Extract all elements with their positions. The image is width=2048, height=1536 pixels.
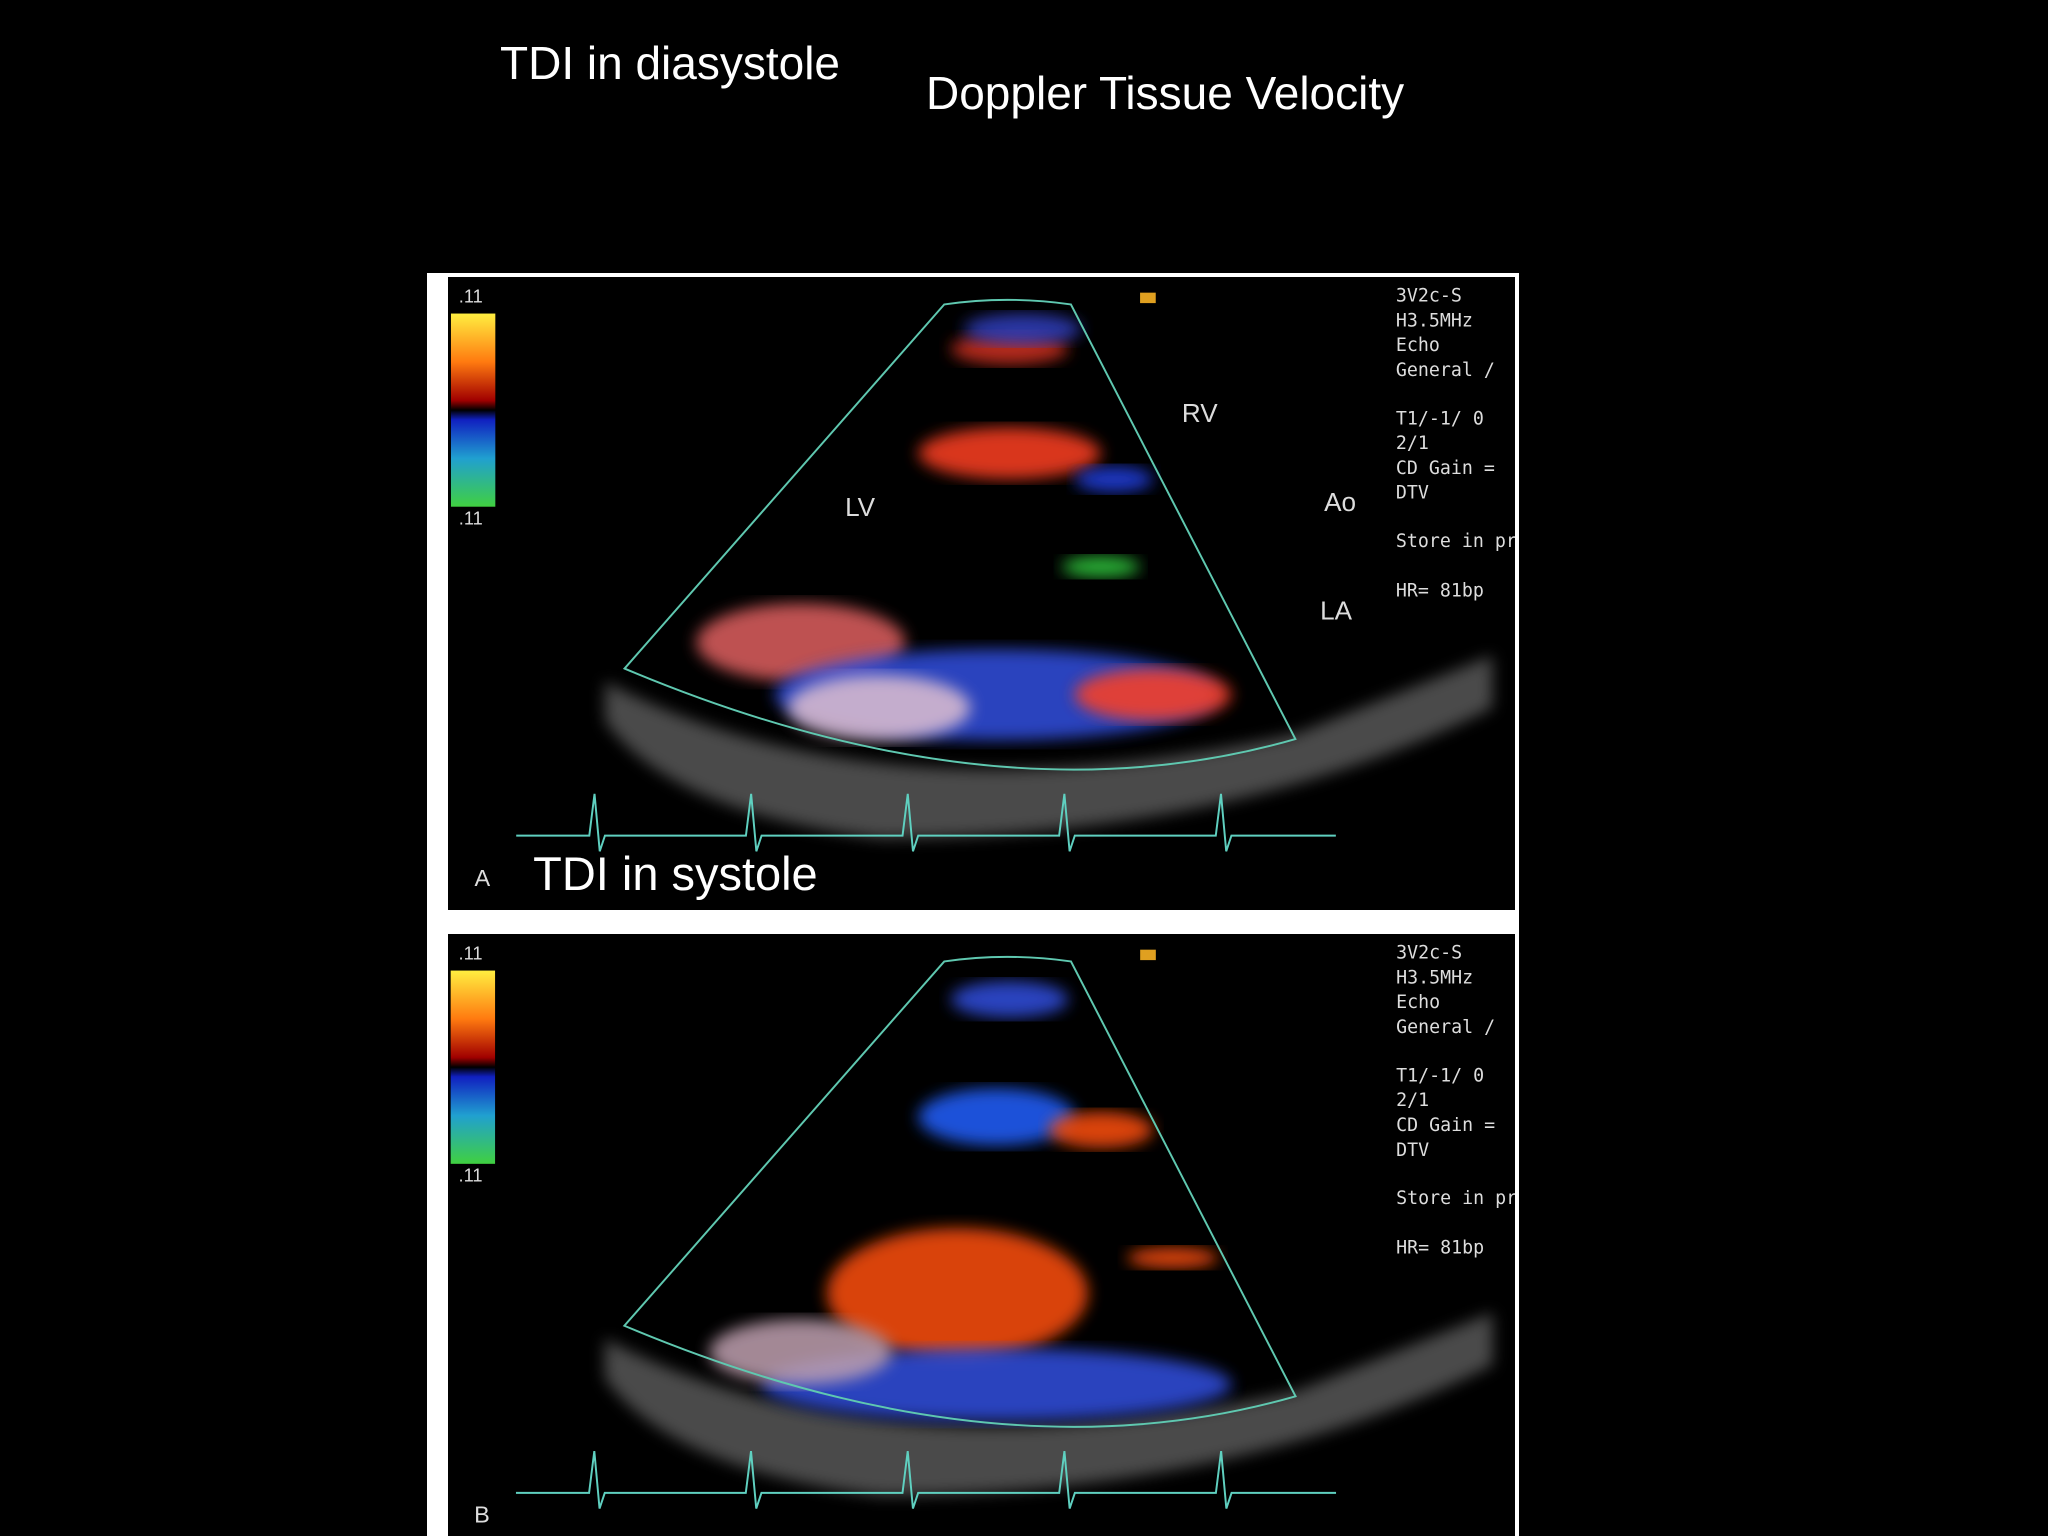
chamber-label: LA bbox=[1320, 595, 1353, 625]
sector-outline bbox=[622, 955, 1297, 1428]
scanner-setting: General / bbox=[1396, 360, 1495, 381]
scanner-setting: Echo bbox=[1396, 335, 1440, 356]
doppler-color bbox=[826, 1227, 1088, 1359]
scanner-setting: Store in pr bbox=[1396, 1188, 1515, 1209]
caption: TDI in systole bbox=[533, 847, 817, 900]
scanner-setting: CD Gain = bbox=[1396, 1115, 1495, 1136]
doppler-color bbox=[1074, 466, 1154, 493]
scanner-setting: HR= 81bp bbox=[1396, 581, 1484, 602]
doppler-color bbox=[1061, 556, 1141, 578]
scanner-setting: Store in pr bbox=[1396, 531, 1515, 552]
scanner-setting: 3V2c-S bbox=[1396, 943, 1462, 964]
ecg-trace bbox=[515, 1450, 1337, 1509]
slide-title: Doppler Tissue Velocity bbox=[926, 67, 1405, 119]
echo-image: .11 .11 3V2c-S H3.5MHz Echo General / T1/-1/ 0… bbox=[448, 934, 1515, 1536]
scanner-setting: 3V2c-S bbox=[1396, 286, 1462, 307]
color-bar bbox=[450, 970, 496, 1164]
doppler-color bbox=[1074, 668, 1232, 721]
scanner-setting: DTV bbox=[1396, 1140, 1429, 1161]
scanner-setting: General / bbox=[1396, 1017, 1495, 1038]
doppler-color bbox=[787, 675, 971, 741]
tissue bbox=[604, 1312, 1493, 1496]
doppler-color bbox=[709, 1319, 893, 1385]
scanner-setting: 2/1 bbox=[1396, 433, 1429, 454]
chamber-label: Ao bbox=[1324, 487, 1356, 517]
doppler-color bbox=[963, 313, 1082, 345]
doppler-color bbox=[1127, 1247, 1219, 1269]
panel-label: B bbox=[474, 1502, 490, 1528]
echo-image: .11 .11 3V2c-S H3.5MHz Echo General / T1/-1/ 0… bbox=[448, 277, 1515, 910]
scanner-setting: Echo bbox=[1396, 992, 1440, 1013]
marker bbox=[1140, 949, 1156, 961]
ecg-trace bbox=[516, 793, 1336, 852]
color-bar bbox=[450, 313, 496, 507]
chamber-label: LV bbox=[845, 492, 876, 522]
scanner-setting: T1/-1/ 0 bbox=[1396, 408, 1484, 429]
scanner-setting: 2/1 bbox=[1396, 1090, 1429, 1111]
scanner-setting: CD Gain = bbox=[1396, 458, 1495, 479]
doppler-color bbox=[918, 427, 1101, 480]
scanner-setting: DTV bbox=[1396, 483, 1429, 504]
scanner-setting: H3.5MHz bbox=[1396, 310, 1473, 331]
marker bbox=[1140, 292, 1156, 304]
tissue bbox=[604, 655, 1493, 839]
scale-label: .11 bbox=[459, 1165, 483, 1186]
scale-label: .11 bbox=[459, 286, 483, 307]
doppler-color bbox=[950, 981, 1069, 1018]
doppler-color bbox=[918, 1088, 1075, 1146]
scanner-setting: HR= 81bp bbox=[1396, 1238, 1484, 1259]
slide-title: TDI in diasystole bbox=[500, 37, 841, 89]
scanner-setting: T1/-1/ 0 bbox=[1396, 1065, 1484, 1086]
chamber-label: RV bbox=[1182, 398, 1218, 428]
scanner-setting: H3.5MHz bbox=[1396, 967, 1473, 988]
scale-label: .11 bbox=[459, 508, 483, 529]
panel-label: A bbox=[474, 865, 490, 891]
scale-label: .11 bbox=[459, 943, 483, 964]
doppler-color bbox=[1048, 1111, 1154, 1149]
sector-outline bbox=[622, 298, 1297, 771]
